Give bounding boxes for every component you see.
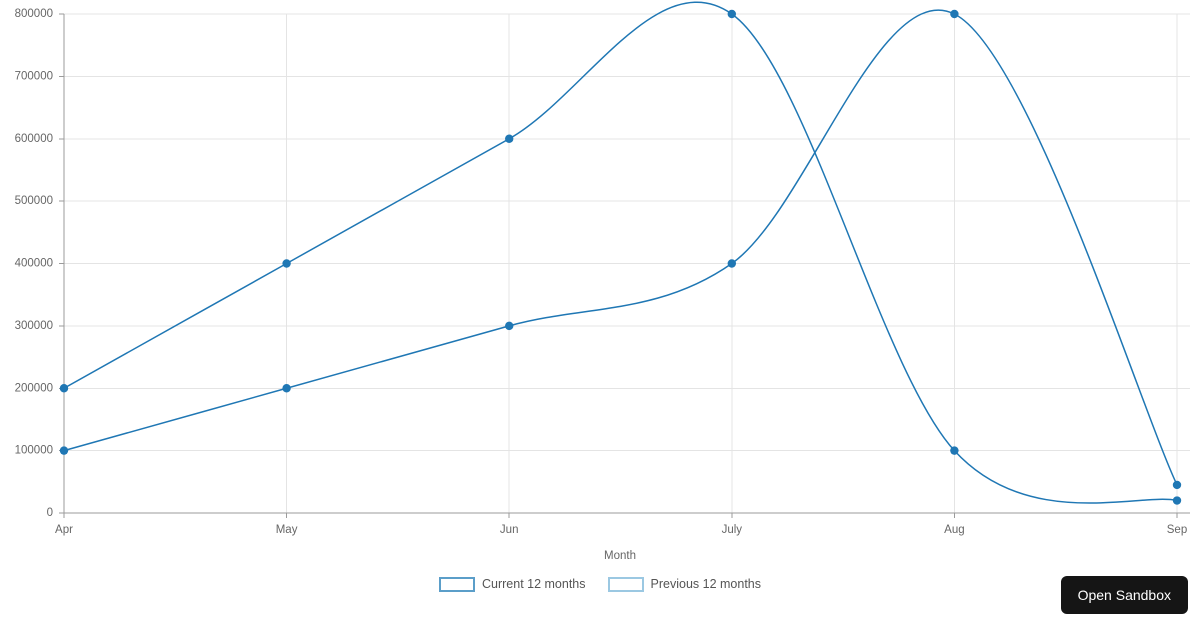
series-lines	[63, 1, 1178, 504]
x-tick-label: Sep	[1167, 524, 1187, 536]
data-point-marker[interactable]	[282, 259, 291, 268]
y-tick-label: 500000	[15, 195, 53, 207]
data-point-marker[interactable]	[59, 446, 69, 455]
data-point-marker[interactable]	[1172, 480, 1182, 490]
data-point-marker[interactable]	[727, 9, 736, 19]
x-tick-label: Jun	[500, 524, 519, 536]
data-point-marker[interactable]	[505, 321, 514, 331]
data-point-marker[interactable]	[950, 9, 959, 19]
data-point-marker[interactable]	[950, 446, 959, 455]
y-tick-label: 700000	[15, 70, 53, 82]
y-tick-label: 200000	[15, 382, 53, 394]
grid-lines	[59, 13, 1190, 514]
x-axis-title: Month	[604, 550, 636, 562]
legend-label-current: Current 12 months	[481, 577, 586, 591]
legend-label-previous: Previous 12 months	[650, 577, 761, 591]
open-sandbox-button[interactable]: Open Sandbox	[1060, 576, 1188, 614]
x-tick-label: Apr	[55, 524, 73, 536]
legend-item-previous[interactable]: Previous 12 months	[607, 576, 761, 592]
x-tick-label: July	[722, 524, 743, 536]
y-tick-label: 100000	[15, 445, 53, 457]
data-point-marker[interactable]	[282, 384, 291, 393]
y-tick-labels: 0 100000 200000 300000 400000 500000 600000 700…	[15, 8, 53, 519]
data-point-marker[interactable]	[505, 134, 514, 143]
y-tick-label: 0	[47, 507, 53, 519]
y-tick-label: 400000	[15, 258, 53, 270]
x-tick-label: May	[276, 524, 298, 536]
chart-legend: Current 12 months Previous 12 months	[0, 571, 1200, 597]
y-tick-label: 300000	[15, 320, 53, 332]
x-tick-labels: Apr May Jun July Aug Sep	[55, 513, 1187, 536]
series-markers	[59, 9, 1182, 505]
y-tick-label: 600000	[15, 133, 53, 145]
legend-swatch-current-icon	[438, 576, 475, 592]
legend-item-current[interactable]: Current 12 months	[438, 576, 586, 592]
y-tick-label: 800000	[15, 8, 53, 20]
data-point-marker[interactable]	[1172, 496, 1182, 505]
series-line	[63, 1, 1178, 504]
legend-swatch-previous-icon	[607, 576, 644, 592]
data-point-marker[interactable]	[59, 384, 69, 393]
data-point-marker[interactable]	[727, 259, 736, 268]
x-tick-label: Aug	[944, 524, 964, 536]
series-line	[63, 9, 1178, 486]
